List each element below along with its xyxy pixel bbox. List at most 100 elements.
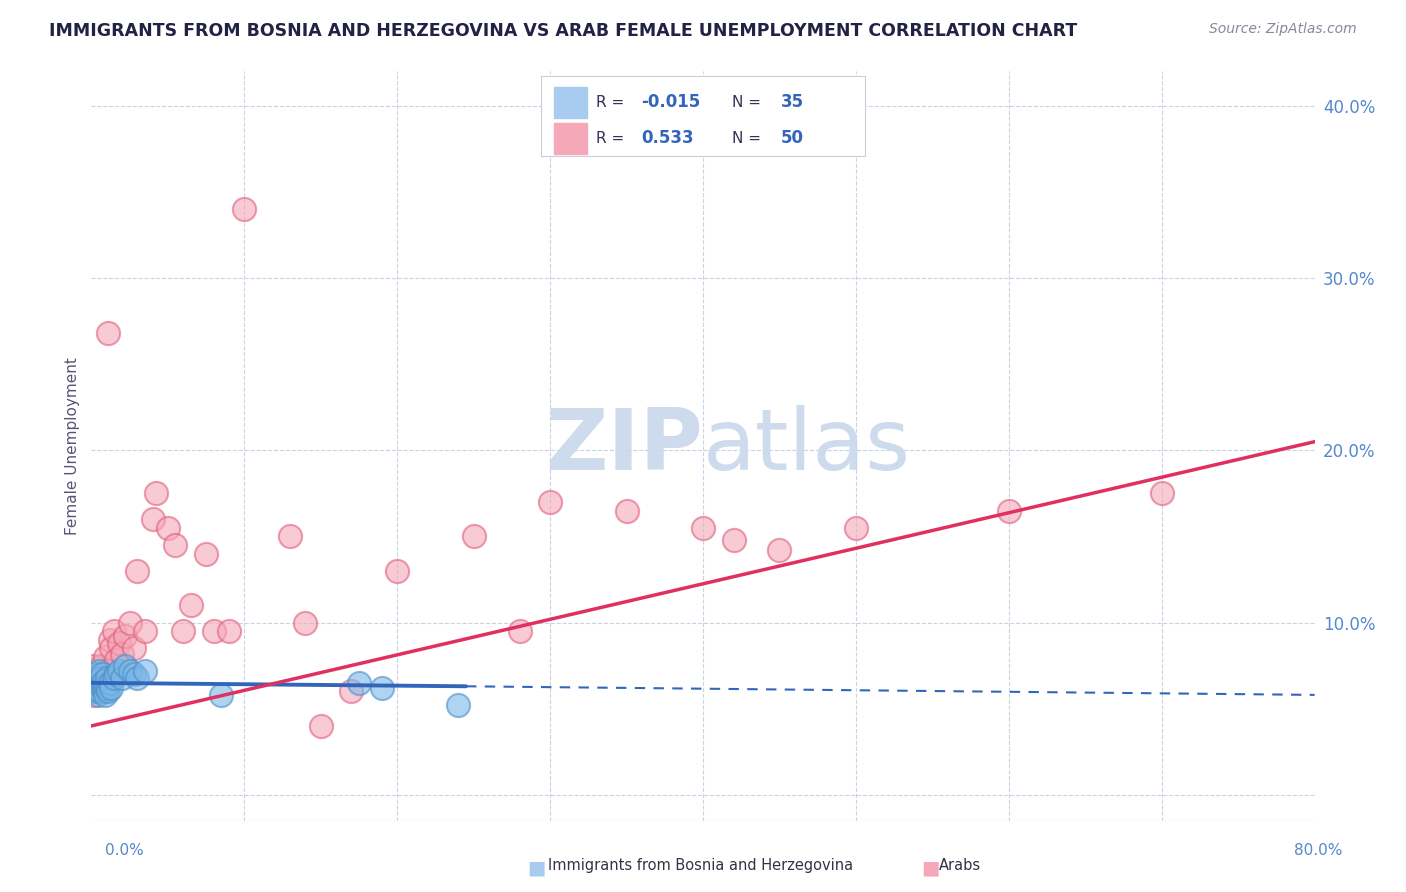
Point [100, 641, 122, 656]
Point [1150, 486, 1173, 500]
Point [100, 681, 122, 695]
Text: IMMIGRANTS FROM BOSNIA AND HERZEGOVINA VS ARAB FEMALE UNEMPLOYMENT CORRELATION C: IMMIGRANTS FROM BOSNIA AND HERZEGOVINA V… [49, 22, 1077, 40]
Point [104, 653, 127, 667]
Point [202, 624, 225, 639]
Text: 0.0%: 0.0% [105, 843, 145, 858]
Point [127, 671, 149, 685]
Point [108, 664, 131, 678]
Text: 80.0%: 80.0% [1295, 843, 1343, 858]
Point [294, 615, 316, 630]
Point [309, 719, 332, 733]
Text: 35: 35 [780, 94, 804, 112]
Text: Immigrants from Bosnia and Herzegovina: Immigrants from Bosnia and Herzegovina [548, 858, 853, 873]
Point [93, 684, 115, 698]
Point [98, 632, 121, 647]
Point [96, 671, 118, 685]
Point [692, 521, 714, 535]
Text: ZIP: ZIP [546, 404, 703, 488]
Point [84, 667, 107, 681]
Point [347, 676, 370, 690]
Point [103, 624, 125, 639]
Point [278, 529, 301, 543]
Point [172, 624, 194, 639]
Y-axis label: Female Unemployment: Female Unemployment [65, 357, 80, 535]
Point [156, 521, 179, 535]
Point [385, 564, 409, 578]
Point [103, 671, 125, 685]
Point [218, 624, 240, 639]
Point [86, 688, 108, 702]
Point [768, 543, 790, 558]
Point [134, 664, 156, 678]
Point [145, 486, 167, 500]
Point [509, 624, 531, 639]
Point [195, 547, 218, 561]
Point [845, 521, 868, 535]
Point [82, 676, 104, 690]
Text: N =: N = [733, 95, 766, 110]
Point [96, 681, 118, 695]
Point [91, 676, 114, 690]
Point [127, 564, 149, 578]
Point [94, 650, 117, 665]
Point [447, 698, 470, 713]
Point [998, 503, 1021, 517]
Point [83, 658, 105, 673]
Point [83, 684, 105, 698]
Point [98, 676, 121, 690]
Text: 0.533: 0.533 [641, 129, 695, 147]
Point [180, 599, 202, 613]
Bar [554, 87, 586, 118]
Point [538, 495, 561, 509]
Text: Source: ZipAtlas.com: Source: ZipAtlas.com [1209, 22, 1357, 37]
Point [141, 512, 163, 526]
Point [87, 664, 110, 678]
Point [90, 679, 112, 693]
Point [93, 671, 115, 685]
Point [233, 202, 256, 216]
Point [104, 667, 127, 681]
Point [93, 674, 115, 689]
Text: 50: 50 [780, 129, 804, 147]
Text: ■: ■ [527, 858, 546, 877]
Text: R =: R = [596, 131, 630, 146]
Point [94, 688, 117, 702]
Point [84, 681, 107, 695]
Point [114, 658, 136, 673]
Point [463, 529, 485, 543]
Point [723, 533, 745, 547]
Point [90, 684, 112, 698]
Point [616, 503, 638, 517]
Point [118, 664, 141, 678]
Point [90, 658, 112, 673]
Point [118, 615, 141, 630]
Point [91, 676, 114, 690]
Point [91, 667, 114, 681]
Point [94, 679, 117, 693]
Point [86, 676, 108, 690]
Point [108, 636, 131, 650]
Point [97, 684, 120, 698]
Point [83, 671, 105, 685]
Point [114, 629, 136, 643]
Point [371, 681, 394, 695]
Text: R =: R = [596, 95, 630, 110]
Point [111, 647, 134, 661]
Point [134, 624, 156, 639]
Point [209, 688, 232, 702]
Point [83, 688, 105, 702]
Text: N =: N = [733, 131, 766, 146]
Point [165, 538, 187, 552]
Text: ■: ■ [921, 858, 939, 877]
Text: atlas: atlas [703, 404, 911, 488]
Text: -0.015: -0.015 [641, 94, 700, 112]
Point [84, 684, 107, 698]
Point [122, 641, 145, 656]
Point [122, 667, 145, 681]
Bar [554, 123, 586, 153]
Point [96, 664, 118, 678]
Text: Arabs: Arabs [939, 858, 981, 873]
Point [82, 671, 104, 685]
Point [84, 676, 107, 690]
Point [97, 326, 120, 341]
